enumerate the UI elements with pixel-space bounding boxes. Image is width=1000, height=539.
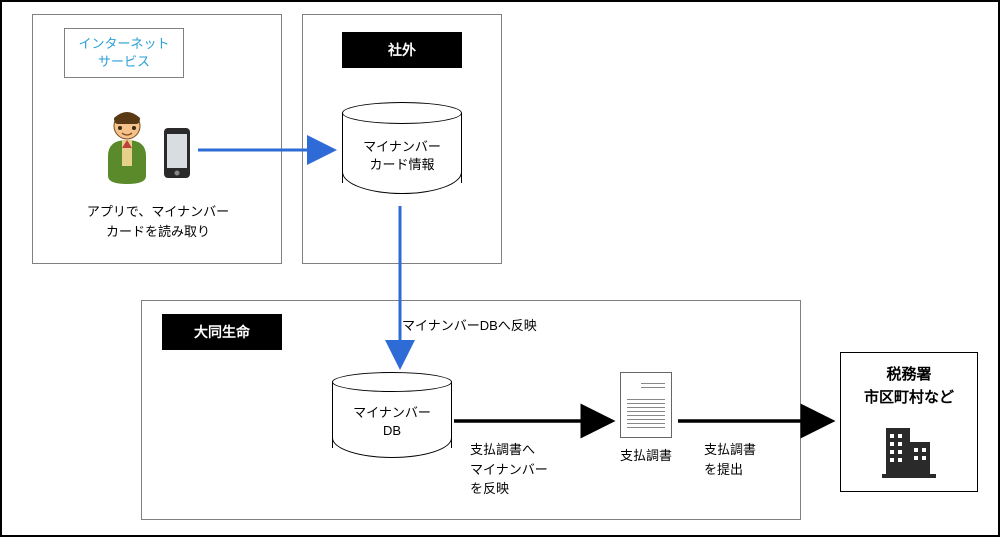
arrow1-label: 支払調書へ マイナンバー を反映 xyxy=(470,440,580,499)
phone-icon xyxy=(162,126,192,185)
internet-service-label: インターネット サービス xyxy=(64,28,184,78)
daido-chip-text: 大同生命 xyxy=(194,324,250,340)
internet-label-line2: サービス xyxy=(98,54,150,69)
mynumber-db-cylinder: マイナンバー DB xyxy=(332,372,452,458)
db-cyl-l1: マイナンバー xyxy=(353,405,431,420)
daido-chip: 大同生命 xyxy=(162,314,282,350)
internet-caption: アプリで、マイナンバー カードを読み取り xyxy=(58,202,258,241)
ext-cyl-l2: カード情報 xyxy=(369,157,434,172)
diagram-canvas: インターネット サービス アプリで、マイナンバー カードを読み取り 社外 xyxy=(0,0,1000,537)
person-icon xyxy=(96,110,158,191)
internet-caption-l1: アプリで、マイナンバー xyxy=(87,204,229,219)
document-caption: 支払調書 xyxy=(606,446,686,466)
reflect-label: マイナンバーDBへ反映 xyxy=(402,316,602,336)
mynumber-card-cylinder: マイナンバー カード情報 xyxy=(342,102,462,194)
tax-office-title: 税務署 市区町村など xyxy=(840,364,978,409)
arrow2-label: 支払調書 を提出 xyxy=(704,440,794,479)
internet-caption-l2: カードを読み取り xyxy=(106,224,210,239)
internet-label-line1: インターネット xyxy=(78,36,169,51)
db-cyl-l2: DB xyxy=(383,423,401,438)
external-chip: 社外 xyxy=(342,32,462,68)
building-icon xyxy=(882,420,936,483)
document-icon xyxy=(620,372,672,438)
ext-cyl-l1: マイナンバー xyxy=(363,139,441,154)
external-chip-text: 社外 xyxy=(388,42,416,58)
